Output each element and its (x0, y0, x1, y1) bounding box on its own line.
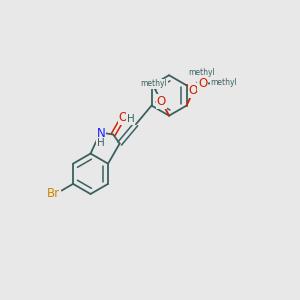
Text: N: N (97, 127, 105, 140)
Text: O: O (157, 95, 166, 108)
Text: methyl: methyl (188, 68, 215, 77)
Text: methyl: methyl (140, 79, 167, 88)
Text: O: O (119, 111, 128, 124)
Text: H: H (127, 114, 134, 124)
Text: O: O (189, 84, 198, 97)
Text: H: H (97, 138, 105, 148)
Text: O: O (198, 77, 208, 90)
Text: Br: Br (47, 187, 60, 200)
Text: methyl: methyl (210, 78, 237, 87)
